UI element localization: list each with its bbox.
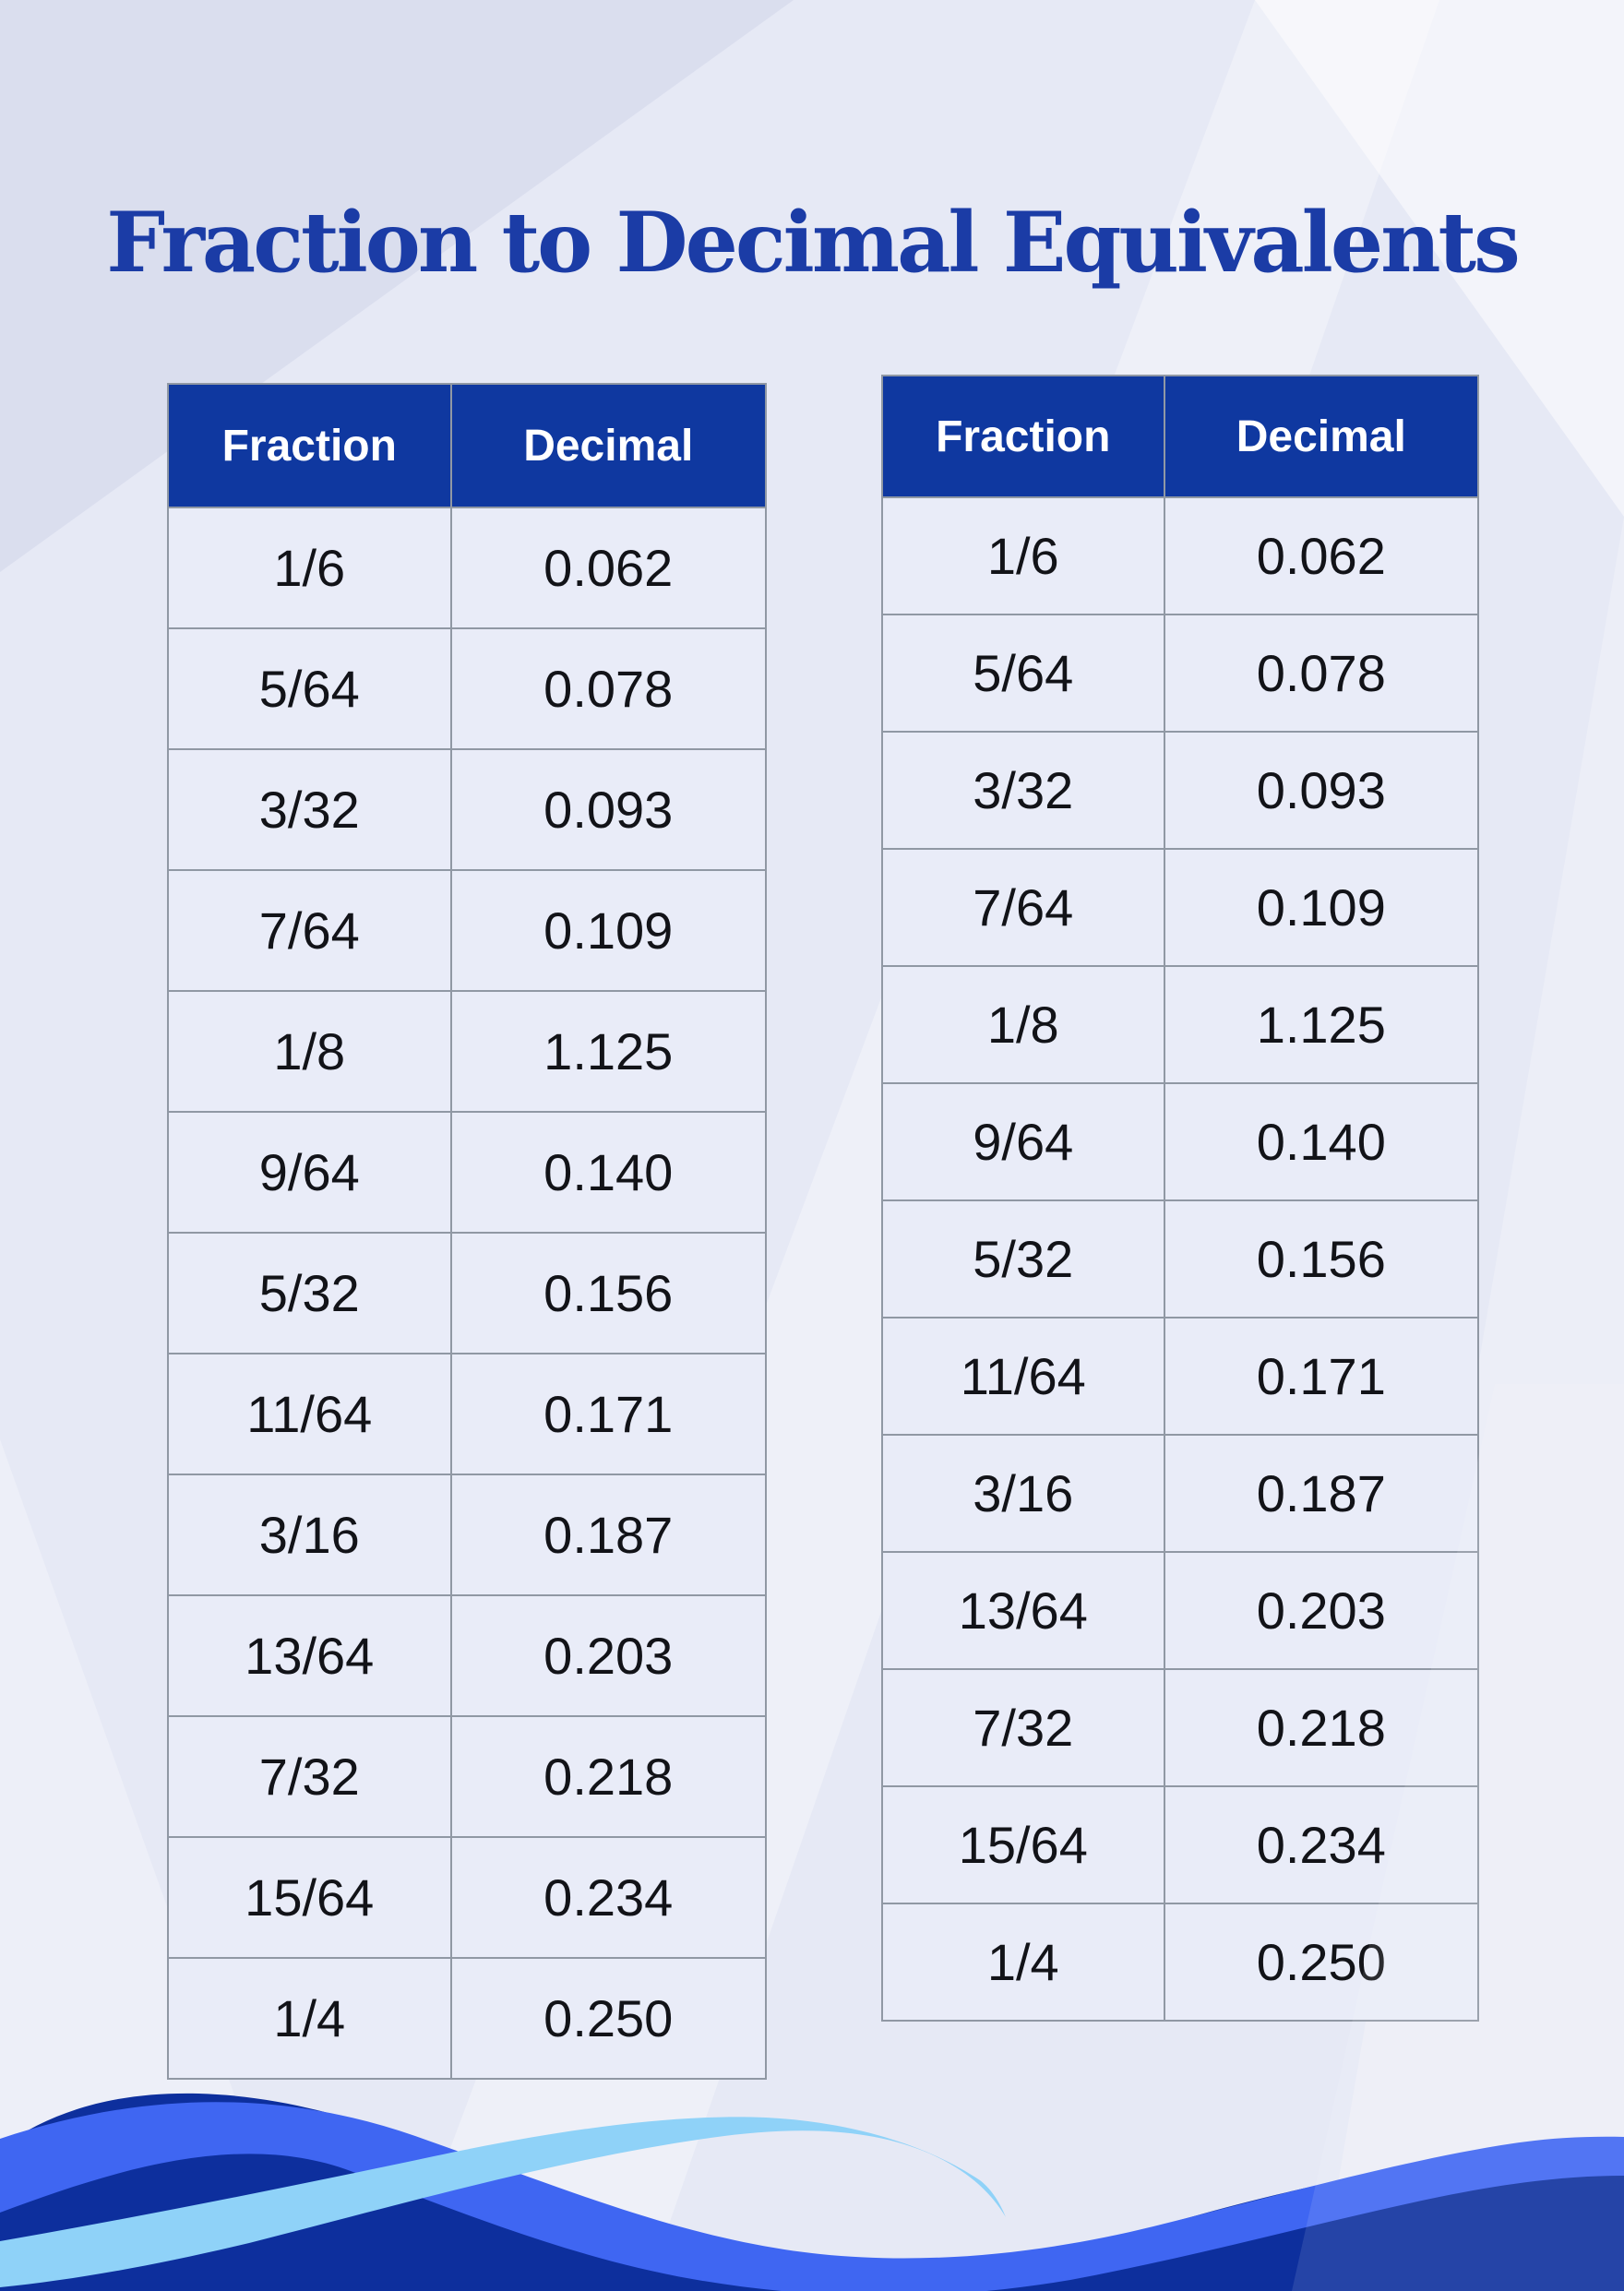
- decimal-cell: 0.218: [1163, 1668, 1480, 1787]
- table-row: 1/6 0.062: [167, 507, 767, 629]
- fraction-cell: 5/32: [881, 1199, 1165, 1319]
- table-row: 11/64 0.171: [167, 1353, 767, 1475]
- table-row: 1/8 1.125: [881, 965, 1480, 1084]
- table-body: 1/6 0.062 5/64 0.078 3/32 0.093 7/64 0.109 1/8 1.…: [167, 507, 767, 2080]
- decimal-cell: 0.078: [449, 627, 767, 750]
- decimal-cell: 0.234: [1163, 1785, 1480, 1904]
- fraction-cell: 7/64: [881, 848, 1165, 967]
- decimal-cell: 0.203: [1163, 1551, 1480, 1670]
- fraction-cell: 1/8: [881, 965, 1165, 1084]
- decimal-cell: 0.187: [1163, 1434, 1480, 1553]
- fraction-cell: 13/64: [881, 1551, 1165, 1670]
- table-row: 9/64 0.140: [167, 1111, 767, 1234]
- fraction-cell: 1/8: [167, 990, 452, 1113]
- table-body: 1/6 0.062 5/64 0.078 3/32 0.093 7/64 0.109 1/8 1.…: [881, 496, 1480, 2022]
- fraction-cell: 3/32: [881, 731, 1165, 850]
- fraction-cell: 3/16: [881, 1434, 1165, 1553]
- decimal-cell: 0.109: [449, 869, 767, 992]
- wave-sky-ribbon: [0, 2117, 1006, 2287]
- decimal-cell: 0.078: [1163, 614, 1480, 733]
- decimal-column-header: Decimal: [449, 383, 767, 508]
- table-row: 7/64 0.109: [167, 869, 767, 992]
- fraction-cell: 15/64: [167, 1836, 452, 1959]
- bottom-wave-decoration: [0, 2093, 1624, 2291]
- decimal-cell: 0.062: [449, 507, 767, 629]
- fraction-cell: 7/64: [167, 869, 452, 992]
- table-row: 3/16 0.187: [167, 1474, 767, 1596]
- fraction-cell: 5/32: [167, 1232, 452, 1354]
- decimal-cell: 0.140: [1163, 1082, 1480, 1201]
- table-row: 5/32 0.156: [167, 1232, 767, 1354]
- decimal-cell: 0.203: [449, 1594, 767, 1717]
- fraction-column-header: Fraction: [881, 375, 1165, 498]
- table-row: 5/64 0.078: [167, 627, 767, 750]
- fraction-cell: 1/6: [167, 507, 452, 629]
- decimal-cell: 0.187: [449, 1474, 767, 1596]
- page-title: Fraction to Decimal Equivalents: [106, 194, 1521, 292]
- decimal-cell: 0.109: [1163, 848, 1480, 967]
- fraction-cell: 13/64: [167, 1594, 452, 1717]
- table-row: 3/32 0.093: [167, 748, 767, 871]
- table-row: 13/64 0.203: [167, 1594, 767, 1717]
- table-header-row: Fraction Decimal: [167, 383, 767, 508]
- table-row: 13/64 0.203: [881, 1551, 1480, 1670]
- decimal-cell: 0.062: [1163, 496, 1480, 615]
- fraction-cell: 7/32: [167, 1715, 452, 1838]
- fraction-cell: 11/64: [167, 1353, 452, 1475]
- table-row: 5/32 0.156: [881, 1199, 1480, 1319]
- decimal-cell: 0.171: [1163, 1317, 1480, 1436]
- wave-medium-ribbon: [0, 2102, 1624, 2291]
- decimal-cell: 0.140: [449, 1111, 767, 1234]
- fraction-column-header: Fraction: [167, 383, 452, 508]
- decimal-cell: 0.156: [449, 1232, 767, 1354]
- table-row: 9/64 0.140: [881, 1082, 1480, 1201]
- decimal-cell: 0.171: [449, 1353, 767, 1475]
- table-row: 15/64 0.234: [167, 1836, 767, 1959]
- decimal-cell: 1.125: [449, 990, 767, 1113]
- decimal-cell: 0.234: [449, 1836, 767, 1959]
- fraction-cell: 9/64: [167, 1111, 452, 1234]
- fraction-decimal-table-right: Fraction Decimal 1/6 0.062 5/64 0.078 3/32 0.…: [881, 375, 1480, 2022]
- fraction-cell: 5/64: [167, 627, 452, 750]
- fraction-cell: 3/16: [167, 1474, 452, 1596]
- decimal-cell: 0.093: [1163, 731, 1480, 850]
- table-row: 7/32 0.218: [881, 1668, 1480, 1787]
- decimal-cell: 0.250: [449, 1957, 767, 2080]
- decimal-cell: 0.218: [449, 1715, 767, 1838]
- fraction-cell: 11/64: [881, 1317, 1165, 1436]
- table-header-row: Fraction Decimal: [881, 375, 1480, 498]
- decimal-cell: 1.125: [1163, 965, 1480, 1084]
- table-row: 1/6 0.062: [881, 496, 1480, 615]
- fraction-cell: 3/32: [167, 748, 452, 871]
- fraction-cell: 1/4: [881, 1903, 1165, 2022]
- table-row: 1/8 1.125: [167, 990, 767, 1113]
- fraction-cell: 7/32: [881, 1668, 1165, 1787]
- decimal-cell: 0.156: [1163, 1199, 1480, 1319]
- table-row: 5/64 0.078: [881, 614, 1480, 733]
- fraction-decimal-table-left: Fraction Decimal 1/6 0.062 5/64 0.078 3/32 0.…: [167, 383, 767, 2080]
- table-row: 11/64 0.171: [881, 1317, 1480, 1436]
- fraction-cell: 15/64: [881, 1785, 1165, 1904]
- fraction-cell: 1/6: [881, 496, 1165, 615]
- fraction-cell: 1/4: [167, 1957, 452, 2080]
- table-row: 1/4 0.250: [881, 1903, 1480, 2022]
- table-row: 7/32 0.218: [167, 1715, 767, 1838]
- fraction-cell: 5/64: [881, 614, 1165, 733]
- table-row: 15/64 0.234: [881, 1785, 1480, 1904]
- decimal-cell: 0.093: [449, 748, 767, 871]
- table-row: 3/16 0.187: [881, 1434, 1480, 1553]
- table-row: 1/4 0.250: [167, 1957, 767, 2080]
- decimal-cell: 0.250: [1163, 1903, 1480, 2022]
- fraction-cell: 9/64: [881, 1082, 1165, 1201]
- table-row: 3/32 0.093: [881, 731, 1480, 850]
- table-row: 7/64 0.109: [881, 848, 1480, 967]
- decimal-column-header: Decimal: [1163, 375, 1480, 498]
